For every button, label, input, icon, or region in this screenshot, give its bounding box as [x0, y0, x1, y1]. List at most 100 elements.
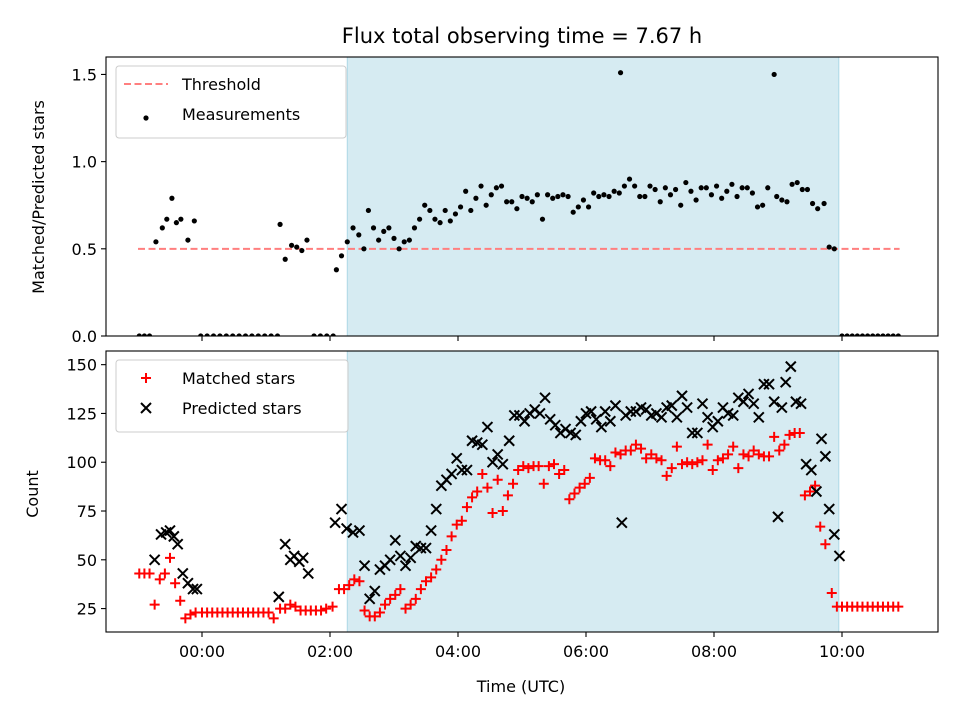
predicted-stars-point [549, 419, 561, 431]
y-tick-label: 150 [66, 356, 97, 375]
measurement-point [311, 333, 317, 336]
x-tick-label: 10:00 [819, 642, 865, 661]
measurement-point [724, 188, 730, 194]
matched-stars-point [600, 455, 611, 466]
matched-stars-point [523, 463, 534, 474]
predicted-stars-point [815, 433, 828, 445]
matched-stars-point [799, 490, 810, 501]
measurement-point [591, 190, 597, 196]
measurement-point [493, 185, 499, 191]
y-tick-label: 75 [77, 502, 97, 521]
measurement-point [376, 237, 382, 243]
matched-stars-point [385, 593, 396, 604]
predicted-stars-point [776, 401, 788, 414]
matched-stars-point [185, 609, 196, 620]
measurement-point [617, 70, 624, 76]
matched-stars-point [559, 465, 570, 476]
matched-stars-point [712, 455, 723, 466]
matched-stars-point [154, 574, 165, 585]
matched-stars-point [687, 459, 698, 470]
predicted-stars-point [279, 538, 291, 550]
predicted-stars-point [779, 376, 792, 388]
measurement-point [854, 333, 860, 336]
matched-stars-point [456, 515, 467, 526]
measurement-point [739, 185, 745, 191]
measurement-point [688, 188, 694, 194]
predicted-stars-point [335, 503, 348, 515]
matched-stars-point [285, 599, 296, 610]
matched-stars-point [738, 449, 749, 460]
legend-label: Matched stars [182, 369, 295, 388]
measurement-point [673, 186, 679, 193]
matched-stars-point [170, 578, 181, 589]
predicted-stars-point [534, 407, 546, 420]
predicted-stars-point [810, 485, 823, 498]
measurement-point [601, 192, 607, 198]
measurement-point [365, 207, 371, 214]
measurement-point [524, 195, 530, 201]
predicted-stars-point [696, 397, 709, 410]
legend-threshold: Threshold [124, 75, 261, 94]
y-tick-label: 25 [77, 600, 97, 619]
measurement-point [815, 206, 821, 212]
matched-stars-point [400, 603, 411, 614]
matched-stars-point [380, 599, 391, 610]
predicted-stars-point [539, 392, 551, 404]
matched-stars-point [451, 519, 462, 530]
measurement-point [895, 333, 901, 336]
plot-area [136, 70, 901, 336]
measurement-point [406, 237, 412, 243]
measurement-point [173, 220, 179, 226]
matched-stars-point [159, 568, 170, 579]
measurement-point [304, 237, 310, 243]
measurement-point [478, 183, 484, 189]
y-tick-label: 125 [66, 404, 97, 423]
measurement-point [164, 216, 170, 222]
matched-stars-point [410, 593, 421, 604]
matched-stars-point [549, 459, 559, 470]
predicted-stars-point [795, 397, 807, 410]
measurement-point [447, 218, 453, 224]
legend-label: Predicted stars [182, 399, 302, 418]
predicted-stars-point [666, 399, 678, 412]
matched-stars-point [826, 587, 837, 598]
matched-stars-point [682, 457, 693, 468]
matched-stars-point [339, 584, 350, 595]
x-tick-label: 00:00 [179, 642, 225, 661]
measurement-point [596, 193, 602, 200]
measurement-point [575, 204, 581, 210]
matched-stars-point [533, 461, 544, 472]
predicted-stars-point [772, 511, 784, 523]
measurement-point [274, 333, 281, 336]
matched-stars-point [492, 474, 503, 485]
predicted-stars-point [753, 411, 765, 424]
matched-stars-point [564, 494, 575, 505]
legend-box [115, 65, 347, 139]
predicted-stars-point [415, 542, 427, 554]
matched-stars-point [574, 482, 585, 493]
matched-stars-point [769, 431, 780, 442]
measurement-point [432, 216, 438, 222]
measurement-point [136, 333, 142, 336]
measurement-point [299, 247, 305, 254]
matched-stars-point [815, 521, 826, 532]
predicted-stars-point [363, 593, 376, 605]
predicted-stars-point [737, 396, 750, 408]
predicted-stars-point [785, 360, 797, 373]
matched-stars-point [487, 507, 498, 518]
measurement-point [242, 333, 249, 336]
predicted-stars-point [177, 567, 189, 580]
measurement-point [361, 246, 367, 252]
predicted-stars-point [701, 411, 714, 424]
predicted-stars-point [191, 583, 203, 595]
measurement-point [839, 333, 845, 336]
predicted-stars-point [616, 517, 628, 529]
matched-stars-point [497, 506, 508, 517]
chart-title: Flux total observing time = 7.67 h [342, 24, 702, 48]
measurement-point [217, 333, 223, 336]
y-tick-label: 0.5 [72, 240, 97, 259]
matched-stars-point [415, 584, 426, 595]
matched-stars-point [263, 607, 274, 618]
predicted-stars-point [369, 585, 381, 597]
x-axis-label: Time (UTC) [476, 677, 565, 696]
